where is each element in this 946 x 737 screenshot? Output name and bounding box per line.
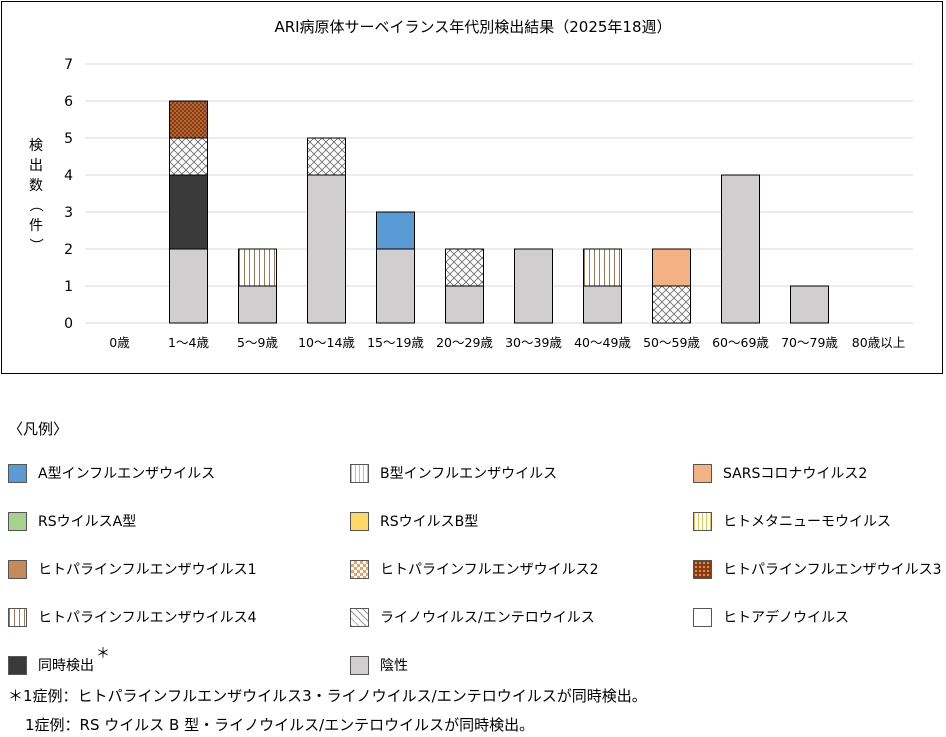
y-tick-label: 0 (64, 316, 73, 332)
legend-label: A型インフルエンザウイルス (38, 466, 216, 482)
y-axis-label-char: ） (27, 238, 43, 252)
legend-label: ヒトアデノウイルス (723, 610, 849, 626)
legend-item: ヒトメタニューモウイルス (693, 510, 891, 532)
x-tick-label: 1～4歳 (168, 335, 209, 350)
legend-label: RSウイルスB型 (380, 514, 479, 530)
footnote-2: 1症例：RS ウイルス B 型・ライノウイルス/エンテロウイルスが同時検出。 (25, 716, 535, 734)
legend-swatch (8, 511, 27, 531)
bar-segment (583, 248, 622, 287)
bar-segment (376, 211, 415, 250)
x-tick-label: 70～79歳 (781, 335, 838, 350)
y-axis-label-char: 件 (29, 218, 43, 234)
y-tick-label: 4 (64, 168, 73, 184)
x-tick-label: 20～29歳 (436, 335, 493, 350)
legend-label: ヒトパラインフルエンザウイルス1 (38, 562, 257, 578)
bar-segment (445, 248, 484, 287)
legend-item: ヒトアデノウイルス (693, 606, 849, 628)
legend-swatch (693, 559, 712, 579)
chart-title: ARI病原体サーベイランス年代別検出結果（2025年18週） (274, 18, 671, 36)
legend-swatch (8, 607, 27, 627)
x-axis-ticks: 0歳 1～4歳 5～9歳 10～14歳 15～19歳 20～29歳 30～39歳 40～49歳… (109, 335, 905, 350)
legend-asterisk: ＊ (96, 646, 110, 662)
legend-swatch (350, 511, 369, 531)
bar-segment (307, 137, 346, 176)
y-tick-label: 3 (64, 205, 73, 221)
bar-chart: ARI病原体サーベイランス年代別検出結果（2025年18週） 01234567 … (27, 18, 913, 350)
y-tick-label: 2 (64, 242, 73, 258)
bar-segment (790, 285, 829, 324)
legend-swatch (693, 511, 712, 531)
x-tick-label: 40～49歳 (574, 335, 631, 350)
legend-label: 同時検出 (38, 658, 94, 674)
x-tick-label: 0歳 (109, 335, 130, 350)
bar-segment (169, 100, 208, 139)
bar-series (169, 100, 829, 324)
x-tick-label: 50～59歳 (643, 335, 700, 350)
bar-segment (307, 174, 346, 324)
bar-segment (652, 285, 691, 324)
legend-item: ライノウイルス/エンテロウイルス (350, 606, 595, 628)
footnote-1: ＊1症例：ヒトパラインフルエンザウイルス3・ライノウイルス/エンテロウイルスが同… (8, 687, 647, 705)
legend-label: B型インフルエンザウイルス (380, 466, 558, 482)
bar-segment (583, 285, 622, 324)
y-tick-label: 6 (64, 94, 73, 110)
legend-item: ヒトパラインフルエンザウイルス4 (8, 606, 257, 628)
legend-swatch (693, 463, 712, 483)
legend-item: 陰性 (350, 654, 408, 676)
grid-lines (85, 63, 913, 324)
legend-label: RSウイルスA型 (38, 514, 137, 530)
y-axis-label: 検出数 （ 件 ） (27, 138, 43, 252)
bar-segment (169, 174, 208, 250)
legend-label: 陰性 (380, 658, 408, 674)
legend-swatch (693, 607, 712, 627)
bar-segment (514, 248, 553, 324)
bar-segment (652, 248, 691, 287)
bar-segment (238, 248, 277, 287)
legend-item: SARSコロナウイルス2 (693, 462, 867, 484)
bar-segment (376, 248, 415, 324)
legend-swatch (8, 559, 27, 579)
legend-label: SARSコロナウイルス2 (723, 466, 868, 482)
legend-item: RSウイルスA型 (8, 510, 136, 532)
legend-label: ヒトメタニューモウイルス (723, 514, 891, 530)
legend-label: ヒトパラインフルエンザウイルス4 (38, 610, 257, 626)
y-tick-label: 7 (64, 57, 73, 73)
y-axis-ticks: 0 1 2 3 4 5 6 7 (64, 57, 73, 332)
y-axis-label-char: （ (27, 198, 43, 212)
legend-swatch (8, 655, 27, 675)
legend-swatch (8, 463, 27, 483)
legend-item: RSウイルスB型 (350, 510, 478, 532)
x-tick-label: 30～39歳 (505, 335, 562, 350)
legend-item: ヒトパラインフルエンザウイルス2 (350, 558, 599, 580)
legend-swatch (350, 463, 369, 483)
legend-heading: 〈凡例〉 (8, 420, 69, 438)
legend-swatch (350, 559, 369, 579)
bar-segment (169, 248, 208, 324)
bar-segment (169, 137, 208, 176)
bar-segment (445, 285, 484, 324)
bar-segment (721, 174, 760, 324)
legend-label: ライノウイルス/エンテロウイルス (380, 610, 595, 626)
legend-label: ヒトパラインフルエンザウイルス3 (723, 562, 942, 578)
legend-swatch (350, 607, 369, 627)
x-tick-label: 10～14歳 (298, 335, 355, 350)
y-axis-label-char: 検 (29, 138, 43, 154)
y-axis-label-char: 出 (29, 158, 43, 174)
legend-item: 同時検出 (8, 654, 94, 676)
y-axis-label-char: 数 (29, 178, 43, 194)
legend-item: A型インフルエンザウイルス (8, 462, 215, 484)
bar-segment (238, 285, 277, 324)
legend-item: ヒトパラインフルエンザウイルス3 (693, 558, 942, 580)
x-tick-label: 80歳以上 (852, 335, 905, 350)
legend-item: ヒトパラインフルエンザウイルス1 (8, 558, 257, 580)
x-tick-label: 5～9歳 (237, 335, 278, 350)
legend-swatch (350, 655, 369, 675)
y-tick-label: 5 (64, 131, 73, 147)
y-tick-label: 1 (64, 279, 73, 295)
x-tick-label: 60～69歳 (712, 335, 769, 350)
legend-item: B型インフルエンザウイルス (350, 462, 557, 484)
legend-label: ヒトパラインフルエンザウイルス2 (380, 562, 599, 578)
x-tick-label: 15～19歳 (367, 335, 424, 350)
